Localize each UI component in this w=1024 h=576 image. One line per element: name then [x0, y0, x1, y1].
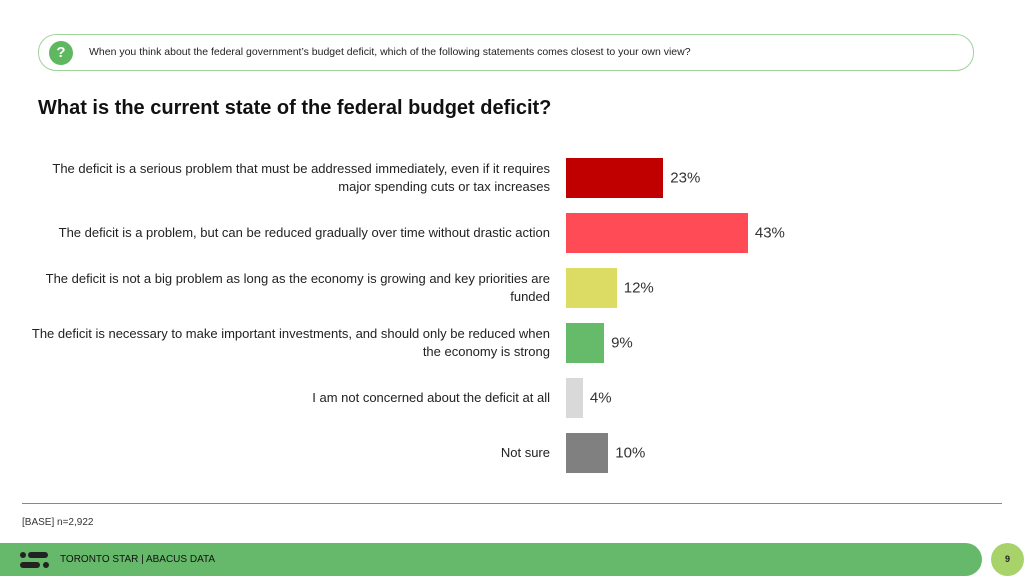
footer-text: TORONTO STAR | ABACUS DATA [60, 554, 216, 565]
value-label: 12% [623, 279, 654, 297]
page-number: 9 [991, 543, 1024, 576]
footer-bar: TORONTO STAR | ABACUS DATA [0, 543, 982, 576]
value-label: 43% [754, 224, 785, 242]
bar [566, 213, 748, 253]
question-box: ? When you think about the federal gover… [38, 34, 974, 71]
category-label: The deficit is not a big problem as long… [45, 271, 550, 304]
question-text: When you think about the federal governm… [89, 46, 691, 58]
divider [22, 503, 1002, 504]
value-label: 23% [670, 169, 701, 187]
bar [566, 268, 617, 308]
abacus-logo-icon [20, 552, 49, 568]
bar [566, 378, 583, 418]
category-label: Not sure [500, 445, 550, 460]
category-label: The deficit is a problem, but can be red… [58, 225, 550, 240]
question-bubble-icon: ? [49, 41, 73, 65]
category-label: The deficit is a serious problem that mu… [52, 161, 550, 194]
category-label: I am not concerned about the deficit at … [312, 390, 550, 405]
bar [566, 433, 609, 473]
base-note: [BASE] n=2,922 [22, 517, 94, 528]
value-label: 4% [589, 389, 612, 407]
bar [566, 323, 605, 363]
value-label: 10% [615, 444, 646, 462]
chart-title: What is the current state of the federal… [38, 97, 552, 119]
category-label: The deficit is necessary to make importa… [31, 326, 550, 359]
value-label: 9% [611, 334, 633, 352]
bar [566, 158, 664, 198]
